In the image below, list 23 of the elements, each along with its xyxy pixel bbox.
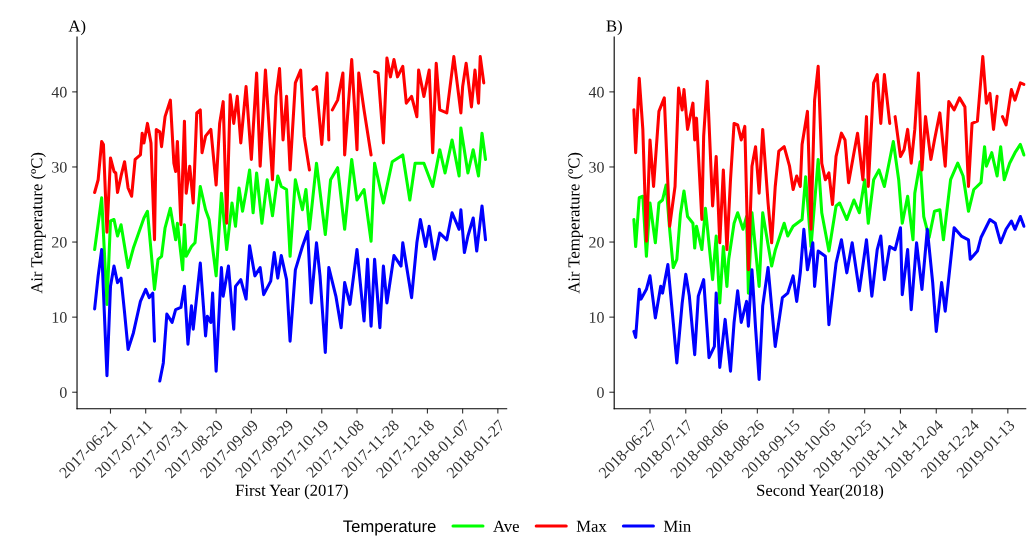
y-tick-label: 30 [589,161,604,173]
legend-label: Min [663,520,691,532]
y-tick-label: 0 [59,387,67,398]
y-tick-label: 40 [588,86,604,98]
chart-title: B) [606,19,622,36]
y-tick-label: 40 [51,86,67,98]
line-series [93,126,488,306]
y-tick-label: 10 [52,312,67,323]
y-tick-label: 30 [52,161,67,173]
chart-title: A) [68,19,86,36]
line-series [632,214,1026,381]
legend-title: Temperature [343,520,436,536]
y-tick-label: 20 [589,236,604,248]
y-tick-label: 0 [597,387,604,398]
x-axis-title: Second Year(2018) [757,484,884,500]
y-tick-label: 20 [52,236,67,248]
y-tick-label: 10 [589,312,604,323]
y-axis-title: Air Temperature (ºC) [567,152,583,294]
x-axis-title: First Year (2017) [235,484,348,500]
y-axis-title: Air Temperature (ºC) [30,152,46,294]
line-series [632,139,1026,305]
legend-label: Ave [493,520,519,532]
legend-label: Max [576,520,607,532]
